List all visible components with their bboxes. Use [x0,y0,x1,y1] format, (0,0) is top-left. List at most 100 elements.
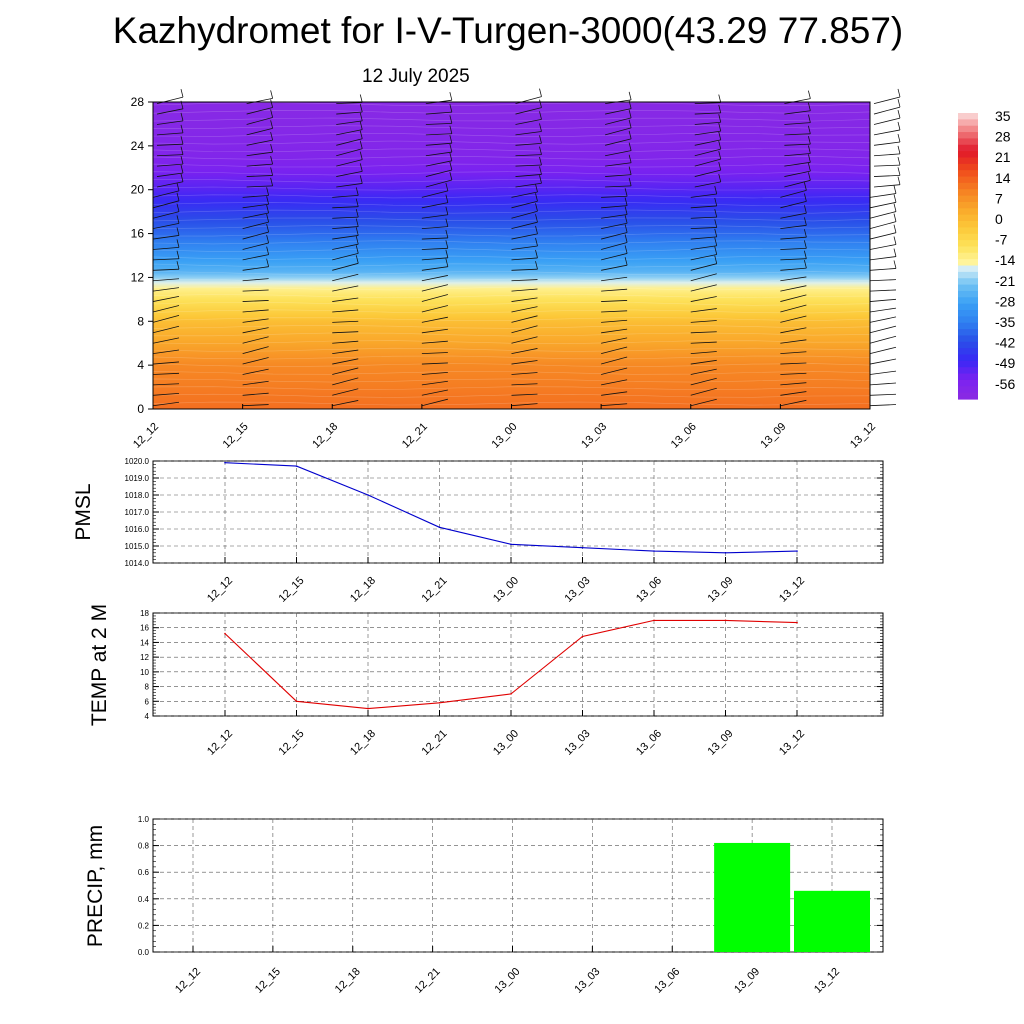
colorbar-swatch [958,354,978,362]
wind-barb-flag [539,99,542,108]
wind-barb-flag [803,217,807,226]
wind-barb [242,289,269,292]
wind-barb [242,300,269,302]
wind-barb [869,382,897,386]
contour-line [152,217,871,222]
wind-barb [425,122,452,125]
plot-frame [152,612,884,717]
wind-barb [511,403,538,407]
contour-line [152,347,871,352]
wind-barb-flag [359,94,363,103]
wind-barb-flag [893,185,897,194]
wind-barb [332,320,359,323]
wind-barb [690,245,717,250]
wind-barb [869,244,897,250]
wind-barb [690,398,717,407]
wind-barb-flag [803,229,807,238]
wind-barb [425,179,452,188]
wind-barb-flag [180,146,184,155]
wind-barb [601,328,628,334]
wind-barb [511,325,538,334]
y-axis-label: PMSL [72,483,95,540]
wind-barb [156,163,184,167]
contour-line [152,255,871,260]
wind-barb [694,181,721,188]
x-tick-label: 13_12 [777,728,807,758]
wind-barb [242,318,269,323]
wind-barb [869,358,897,365]
wind-barb-flag [714,209,718,218]
wind-barb [605,117,632,125]
wind-barb [869,316,897,323]
wind-barb [246,185,273,188]
wind-barb-flag [624,224,628,233]
colorbar-swatch [958,379,978,387]
wind-barb-flag [445,194,449,203]
contour-line [152,225,871,229]
wind-barb [332,400,359,407]
y-tick-label: 12 [140,653,149,662]
wind-barb [511,210,538,219]
wind-barb [332,297,359,302]
wind-barb [421,305,448,313]
wind-barb [694,112,721,115]
wind-barb-flag [803,193,807,202]
x-tick-label: 12_12 [131,421,161,451]
colorbar-swatch [958,392,978,400]
wind-barb-flag [893,213,897,222]
wind-barb-flag [176,203,180,212]
wind-barb [332,243,359,250]
wind-barb [869,211,897,219]
wind-barb [784,110,811,115]
wind-barb-flag [893,236,897,245]
wind-barb [242,242,269,250]
wind-barb-flag [449,143,453,153]
colorbar-swatch [958,214,978,222]
wind-barb-flag [359,103,363,113]
wind-barb [242,278,269,282]
wind-barb [425,142,452,146]
wind-barb [242,221,269,230]
bar [714,842,791,952]
wind-barb [511,268,538,271]
wind-barb [332,309,359,313]
wind-barb [242,203,269,209]
wind-barb-flag [624,234,628,243]
wind-barb [332,331,359,334]
wind-barb-flag [176,227,180,236]
wind-barb [421,362,448,365]
wind-barb [694,130,721,136]
colorbar-swatch [958,195,978,203]
x-tick-label: 13_06 [634,728,664,758]
wind-barb-flag [539,156,542,166]
wind-barb [156,172,184,177]
wind-barb-flag [803,205,807,214]
wind-barb [515,174,542,177]
wind-barb [421,257,448,261]
wind-barb-flag [266,196,270,205]
colorbar-label: 28 [995,129,1011,145]
wind-barb [694,121,721,125]
wind-barb-flag [270,90,274,99]
contour-line [152,317,871,322]
wind-barb [152,235,180,240]
wind-barb-flag [714,246,718,255]
data-point [224,461,226,464]
wind-barb [242,392,269,396]
x-tick-label: 12_18 [310,421,340,451]
wind-barb [336,120,363,125]
wind-barb [336,170,363,177]
wind-barb-flag [180,112,184,121]
wind-barb-flag [718,151,722,160]
wind-barb-flag [628,130,632,139]
wind-barb [152,200,180,209]
colorbar-swatch [958,303,978,311]
colorbar-swatch [958,386,978,394]
contour-line [152,309,871,314]
wind-barb [156,108,184,115]
wind-barb-flag [893,248,897,257]
wind-barb [152,401,180,407]
contour-line [152,286,871,291]
wind-barb-flag [897,98,901,108]
wind-barb [780,362,807,365]
